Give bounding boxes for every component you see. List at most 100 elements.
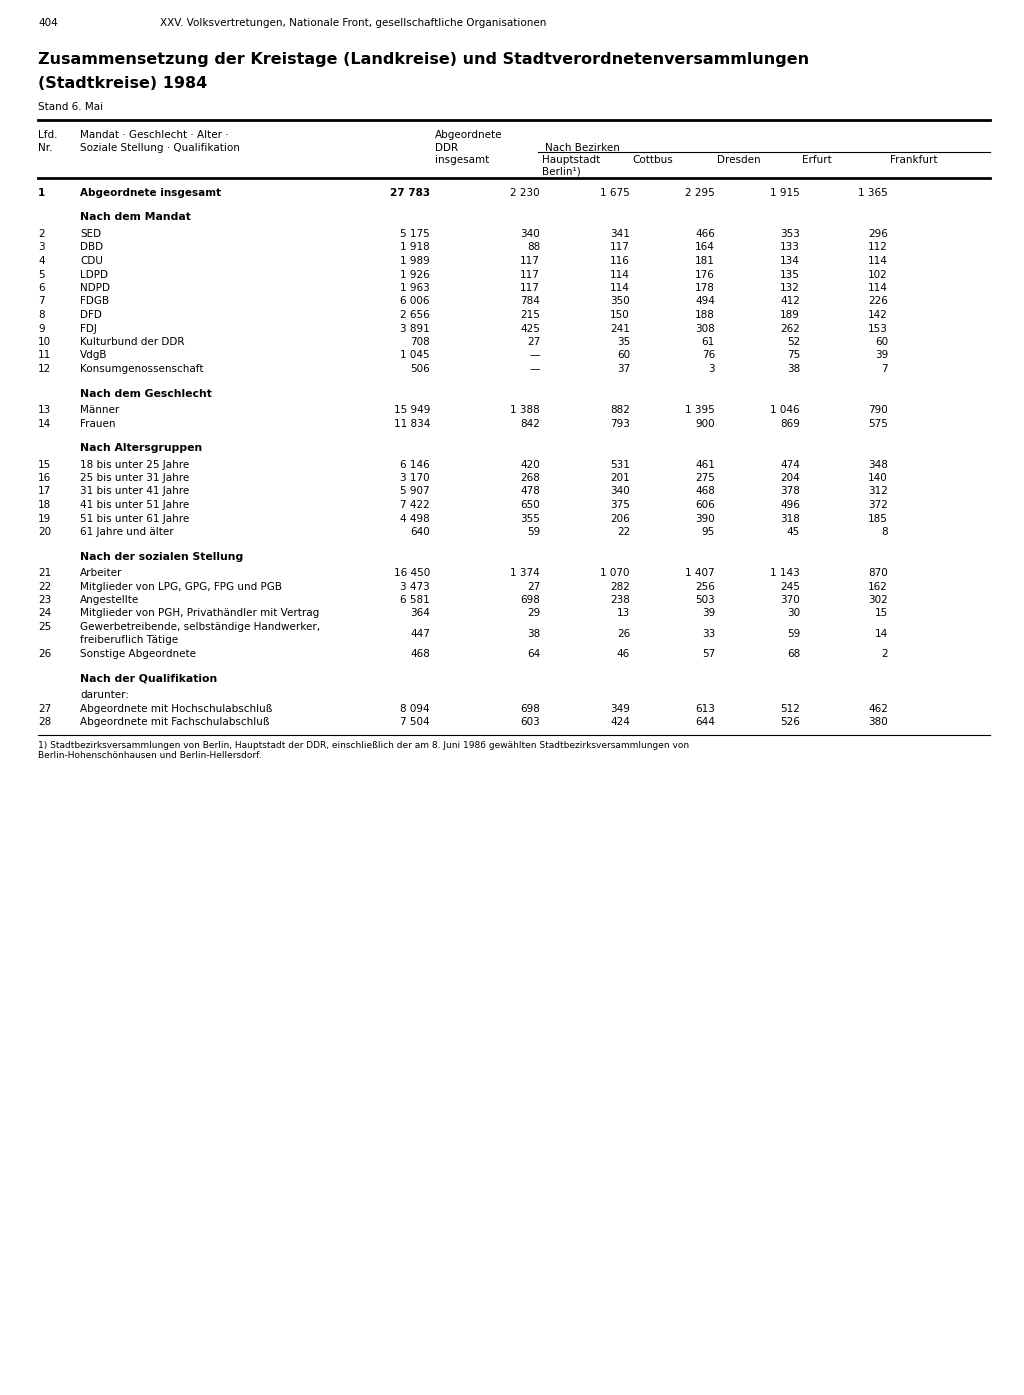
Text: 1 915: 1 915 (770, 188, 800, 198)
Text: 496: 496 (780, 499, 800, 511)
Text: VdgB: VdgB (80, 350, 108, 360)
Text: 282: 282 (610, 582, 630, 591)
Text: 59: 59 (526, 527, 540, 537)
Text: 17: 17 (38, 487, 51, 497)
Text: Berlin¹): Berlin¹) (542, 167, 581, 177)
Text: 2 230: 2 230 (510, 188, 540, 198)
Text: 312: 312 (868, 487, 888, 497)
Text: Angestellte: Angestellte (80, 596, 139, 605)
Text: 461: 461 (695, 459, 715, 470)
Text: Nach Bezirken: Nach Bezirken (545, 144, 620, 153)
Text: (Stadtkreise) 1984: (Stadtkreise) 1984 (38, 75, 207, 91)
Text: DDR: DDR (435, 144, 458, 153)
Text: 606: 606 (695, 499, 715, 511)
Text: 1 918: 1 918 (400, 243, 430, 252)
Text: 372: 372 (868, 499, 888, 511)
Text: 8: 8 (38, 310, 45, 319)
Text: 28: 28 (38, 717, 51, 727)
Text: 268: 268 (520, 473, 540, 483)
Text: Nr.: Nr. (38, 144, 52, 153)
Text: 1 675: 1 675 (600, 188, 630, 198)
Text: freiberuflich Tätige: freiberuflich Tätige (80, 636, 178, 646)
Text: 375: 375 (610, 499, 630, 511)
Text: 7 422: 7 422 (400, 499, 430, 511)
Text: 15: 15 (38, 459, 51, 470)
Text: Abgeordnete insgesamt: Abgeordnete insgesamt (80, 188, 221, 198)
Text: 61: 61 (701, 338, 715, 347)
Text: 1 395: 1 395 (685, 405, 715, 414)
Text: 178: 178 (695, 283, 715, 293)
Text: 869: 869 (780, 418, 800, 428)
Text: 68: 68 (786, 649, 800, 658)
Text: 1: 1 (38, 188, 45, 198)
Text: 404: 404 (38, 18, 57, 28)
Text: 1 046: 1 046 (770, 405, 800, 414)
Text: 302: 302 (868, 596, 888, 605)
Text: Arbeiter: Arbeiter (80, 568, 123, 578)
Text: 882: 882 (610, 405, 630, 414)
Text: 33: 33 (701, 629, 715, 639)
Text: 1 374: 1 374 (510, 568, 540, 578)
Text: 425: 425 (520, 324, 540, 333)
Text: 370: 370 (780, 596, 800, 605)
Text: 188: 188 (695, 310, 715, 319)
Text: 150: 150 (610, 310, 630, 319)
Text: 13: 13 (38, 405, 51, 414)
Text: Konsumgenossenschaft: Konsumgenossenschaft (80, 364, 204, 374)
Text: 318: 318 (780, 513, 800, 523)
Text: Nach der Qualifikation: Nach der Qualifikation (80, 674, 217, 684)
Text: 790: 790 (868, 405, 888, 414)
Text: 39: 39 (874, 350, 888, 360)
Text: 25 bis unter 31 Jahre: 25 bis unter 31 Jahre (80, 473, 189, 483)
Text: 462: 462 (868, 703, 888, 713)
Text: 4 498: 4 498 (400, 513, 430, 523)
Text: Abgeordnete: Abgeordnete (435, 130, 503, 140)
Text: 16: 16 (38, 473, 51, 483)
Text: 420: 420 (520, 459, 540, 470)
Text: 2 295: 2 295 (685, 188, 715, 198)
Text: 870: 870 (868, 568, 888, 578)
Text: 1) Stadtbezirksversammlungen von Berlin, Hauptstadt der DDR, einschließlich der : 1) Stadtbezirksversammlungen von Berlin,… (38, 741, 689, 749)
Text: 355: 355 (520, 513, 540, 523)
Text: 1 045: 1 045 (400, 350, 430, 360)
Text: 60: 60 (874, 338, 888, 347)
Text: 14: 14 (38, 418, 51, 428)
Text: 22: 22 (38, 582, 51, 591)
Text: DBD: DBD (80, 243, 103, 252)
Text: 204: 204 (780, 473, 800, 483)
Text: 506: 506 (411, 364, 430, 374)
Text: Zusammensetzung der Kreistage (Landkreise) und Stadtverordnetenversammlungen: Zusammensetzung der Kreistage (Landkreis… (38, 52, 809, 67)
Text: 132: 132 (780, 283, 800, 293)
Text: 7: 7 (882, 364, 888, 374)
Text: 162: 162 (868, 582, 888, 591)
Text: 25: 25 (38, 622, 51, 632)
Text: 215: 215 (520, 310, 540, 319)
Text: 26: 26 (38, 649, 51, 658)
Text: 76: 76 (701, 350, 715, 360)
Text: 14: 14 (874, 629, 888, 639)
Text: LDPD: LDPD (80, 269, 108, 279)
Text: Stand 6. Mai: Stand 6. Mai (38, 102, 103, 112)
Text: 1 963: 1 963 (400, 283, 430, 293)
Text: 644: 644 (695, 717, 715, 727)
Text: 31 bis unter 41 Jahre: 31 bis unter 41 Jahre (80, 487, 189, 497)
Text: 2 656: 2 656 (400, 310, 430, 319)
Text: 348: 348 (868, 459, 888, 470)
Text: Frankfurt: Frankfurt (890, 155, 938, 165)
Text: —: — (529, 350, 540, 360)
Text: 512: 512 (780, 703, 800, 713)
Text: 46: 46 (616, 649, 630, 658)
Text: Mandat · Geschlecht · Alter ·: Mandat · Geschlecht · Alter · (80, 130, 228, 140)
Text: NDPD: NDPD (80, 283, 110, 293)
Text: 6 581: 6 581 (400, 596, 430, 605)
Text: 27: 27 (526, 582, 540, 591)
Text: 29: 29 (526, 608, 540, 618)
Text: 114: 114 (868, 257, 888, 266)
Text: 30: 30 (786, 608, 800, 618)
Text: 185: 185 (868, 513, 888, 523)
Text: 38: 38 (526, 629, 540, 639)
Text: 2: 2 (38, 229, 45, 239)
Text: 478: 478 (520, 487, 540, 497)
Text: 142: 142 (868, 310, 888, 319)
Text: 181: 181 (695, 257, 715, 266)
